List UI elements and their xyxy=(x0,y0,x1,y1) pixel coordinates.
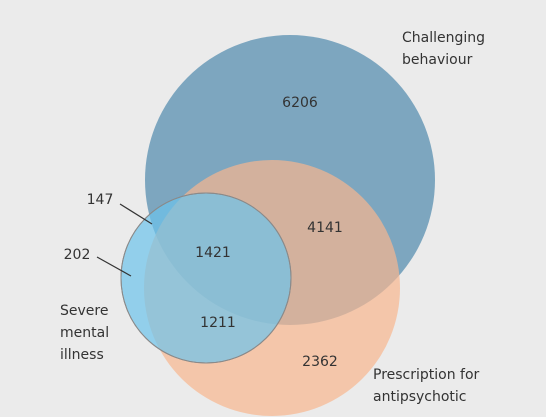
leader-line xyxy=(96,256,132,277)
region-value: 202 xyxy=(64,247,91,263)
region-value: 2362 xyxy=(302,354,338,370)
set-label: Prescription for xyxy=(373,367,480,383)
set-label: antipsychotic xyxy=(373,389,467,405)
set-label: behaviour xyxy=(402,52,473,68)
region-value: 147 xyxy=(87,192,114,208)
region-value: 1211 xyxy=(200,315,236,331)
set-label: mental xyxy=(60,325,109,341)
set-outline xyxy=(120,192,292,364)
set-label: illness xyxy=(60,347,104,363)
set-label: Challenging xyxy=(402,30,485,46)
set-label: Severe xyxy=(60,303,108,319)
set-circle xyxy=(120,192,292,364)
region-value: 1421 xyxy=(195,245,231,261)
region-value: 4141 xyxy=(307,220,343,236)
leader-line xyxy=(119,203,153,225)
region-value: 6206 xyxy=(282,95,318,111)
